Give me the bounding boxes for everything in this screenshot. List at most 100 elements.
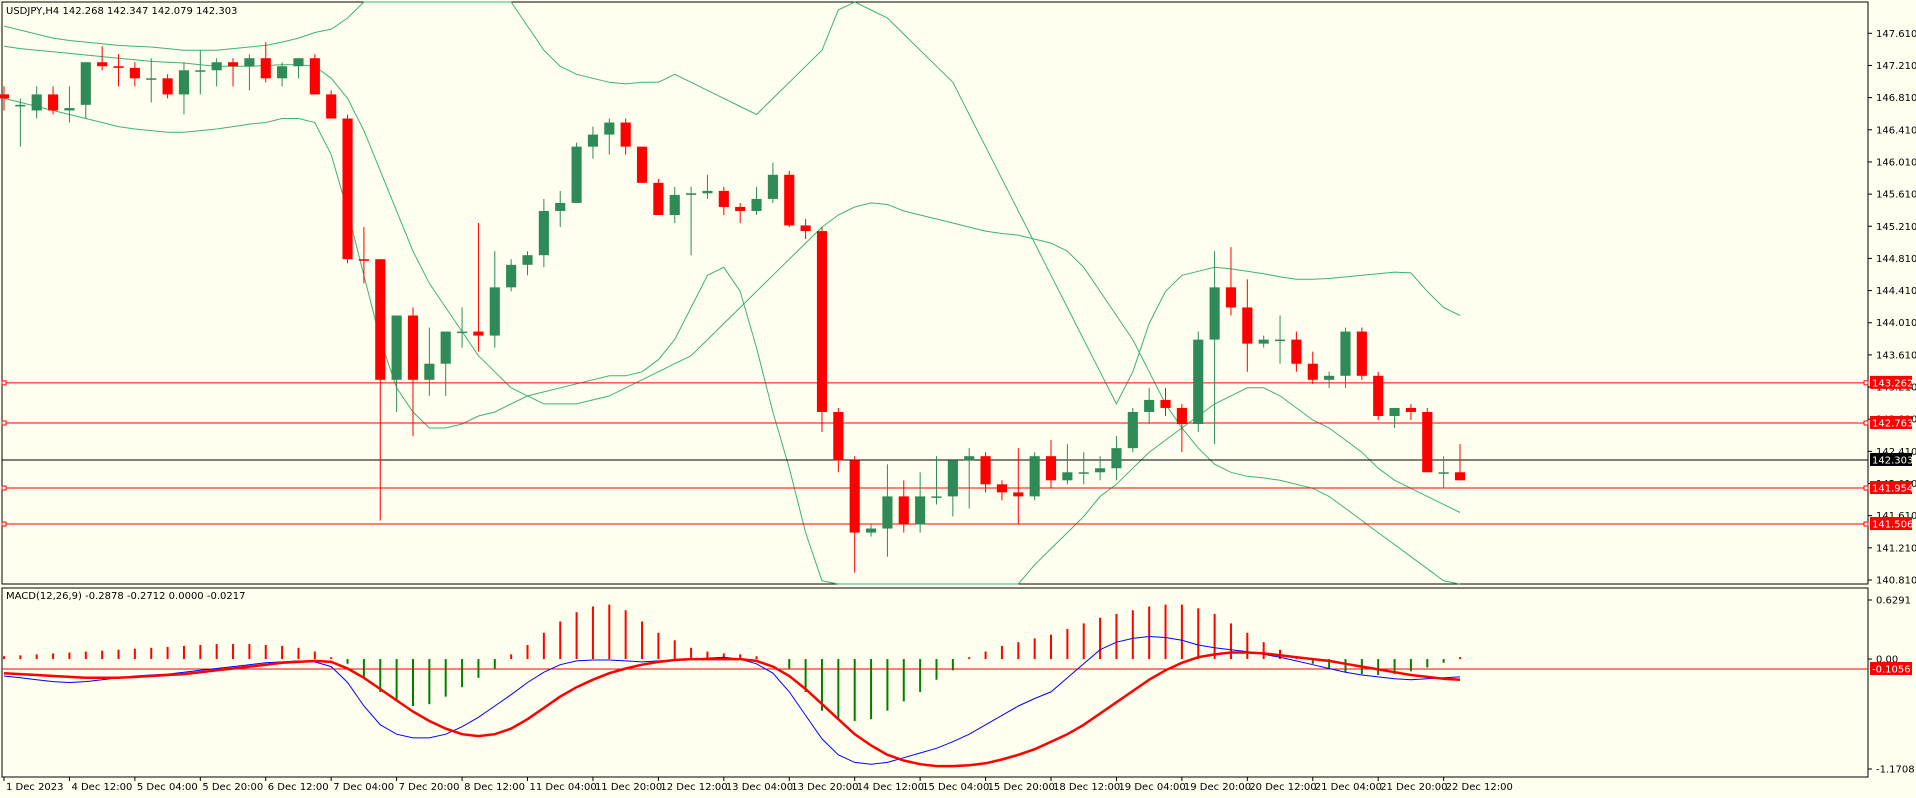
time-tick-label: 19 Dec 04:00 [1118, 782, 1185, 793]
candle-body [636, 146, 648, 183]
candle-body [211, 62, 222, 71]
macd-signal-line [3, 651, 1461, 768]
candle [947, 460, 958, 517]
candle-body [146, 78, 157, 80]
candle-body [1111, 448, 1122, 469]
bollinger-lower-band [3, 97, 1461, 585]
candle [1242, 279, 1253, 372]
candle [718, 186, 729, 215]
candle-body [489, 287, 500, 336]
candle [735, 202, 746, 224]
time-tick-label: 15 Dec 04:00 [922, 782, 989, 793]
macd-pane-title: MACD(12,26,9) -0.2878 -0.2712 0.0000 -0.… [6, 591, 245, 602]
time-tick-label: 11 Dec 20:00 [595, 782, 662, 793]
candle-body [833, 411, 844, 461]
candle [424, 327, 435, 396]
candle [538, 198, 549, 268]
candle [456, 307, 468, 348]
candle-body [882, 496, 893, 529]
candle [64, 86, 75, 123]
candle [1258, 335, 1269, 348]
current-price-label: 142.303 [1872, 455, 1913, 466]
level-line-handle [1, 485, 7, 491]
candle [489, 251, 500, 348]
candle-body [604, 122, 615, 135]
candle-body [1438, 472, 1449, 474]
candle-body [898, 496, 909, 525]
time-tick-label: 6 Dec 12:00 [268, 782, 329, 793]
time-tick-label: 8 Dec 12:00 [464, 782, 525, 793]
candle-body [293, 58, 304, 67]
level-line-handle [1863, 380, 1869, 386]
candle [1274, 315, 1286, 364]
candle-body [1389, 407, 1400, 416]
candle-body [309, 58, 320, 95]
candle-body [1373, 375, 1384, 416]
price-pane-title: USDJPY,H4 142.268 142.347 142.079 142.30… [6, 6, 237, 17]
candle [277, 62, 288, 87]
candle-body [162, 78, 173, 95]
candle-body [767, 174, 778, 199]
candle-body [718, 190, 729, 207]
macd-pane: 0.6291 0.00 -1.1708 -0.1056 [1, 587, 1915, 778]
candle [129, 62, 140, 87]
candle [1013, 448, 1024, 525]
candle [1340, 327, 1351, 388]
level-price-box [1870, 415, 1912, 429]
candle-body [1242, 307, 1253, 344]
price-tick-label: 146.010 [1876, 157, 1916, 168]
candle-body [1258, 339, 1269, 344]
price-tick-label: 147.610 [1876, 29, 1916, 40]
candle [587, 126, 599, 159]
candle-body [1193, 339, 1204, 425]
candle [15, 98, 26, 147]
candle-body [277, 66, 288, 79]
candle [816, 227, 828, 433]
candle [309, 54, 320, 95]
candle [849, 456, 860, 573]
candle-body [522, 255, 533, 265]
candle [506, 259, 517, 292]
candle-body [571, 146, 582, 203]
candle [1176, 403, 1187, 453]
price-tick-label: 143.610 [1876, 350, 1916, 361]
price-tick-label: 145.210 [1876, 222, 1916, 233]
level-line-handle [1863, 521, 1869, 527]
candle [1454, 444, 1466, 481]
candle [244, 54, 255, 91]
candle-body [653, 182, 664, 215]
candle-body [31, 94, 42, 111]
candle [1422, 407, 1433, 473]
candle-body [751, 198, 762, 211]
candle-body [784, 174, 795, 226]
price-pane: 140.810141.210141.610142.010142.410142.8… [0, 1, 1916, 587]
time-tick-label: 13 Dec 04:00 [726, 782, 793, 793]
candle-body [555, 202, 566, 211]
candle-body [64, 108, 75, 111]
candle-body [97, 62, 108, 67]
candle [1111, 436, 1122, 481]
candle [751, 186, 762, 215]
candle [669, 186, 680, 224]
candle-body [915, 496, 926, 525]
candle [980, 452, 991, 493]
macd-level-box [1870, 661, 1912, 675]
candle-body [1095, 468, 1106, 473]
candle [571, 142, 582, 203]
time-tick-label: 7 Dec 20:00 [399, 782, 460, 793]
candle-body [260, 58, 271, 79]
candle-body [0, 94, 10, 99]
candle-body [800, 225, 811, 232]
macd-tick-label: 0.00 [1876, 655, 1898, 666]
time-tick-label: 5 Dec 20:00 [202, 782, 263, 793]
candle-body [391, 315, 402, 380]
candle-body [178, 70, 190, 95]
price-tick-label: 141.210 [1876, 543, 1916, 554]
candle-body [1291, 339, 1302, 364]
time-tick-label: 20 Dec 12:00 [1249, 782, 1316, 793]
candle [211, 58, 222, 87]
candle [0, 86, 10, 111]
candle-body [48, 94, 59, 111]
candle-body [931, 496, 942, 498]
candle [898, 480, 909, 533]
